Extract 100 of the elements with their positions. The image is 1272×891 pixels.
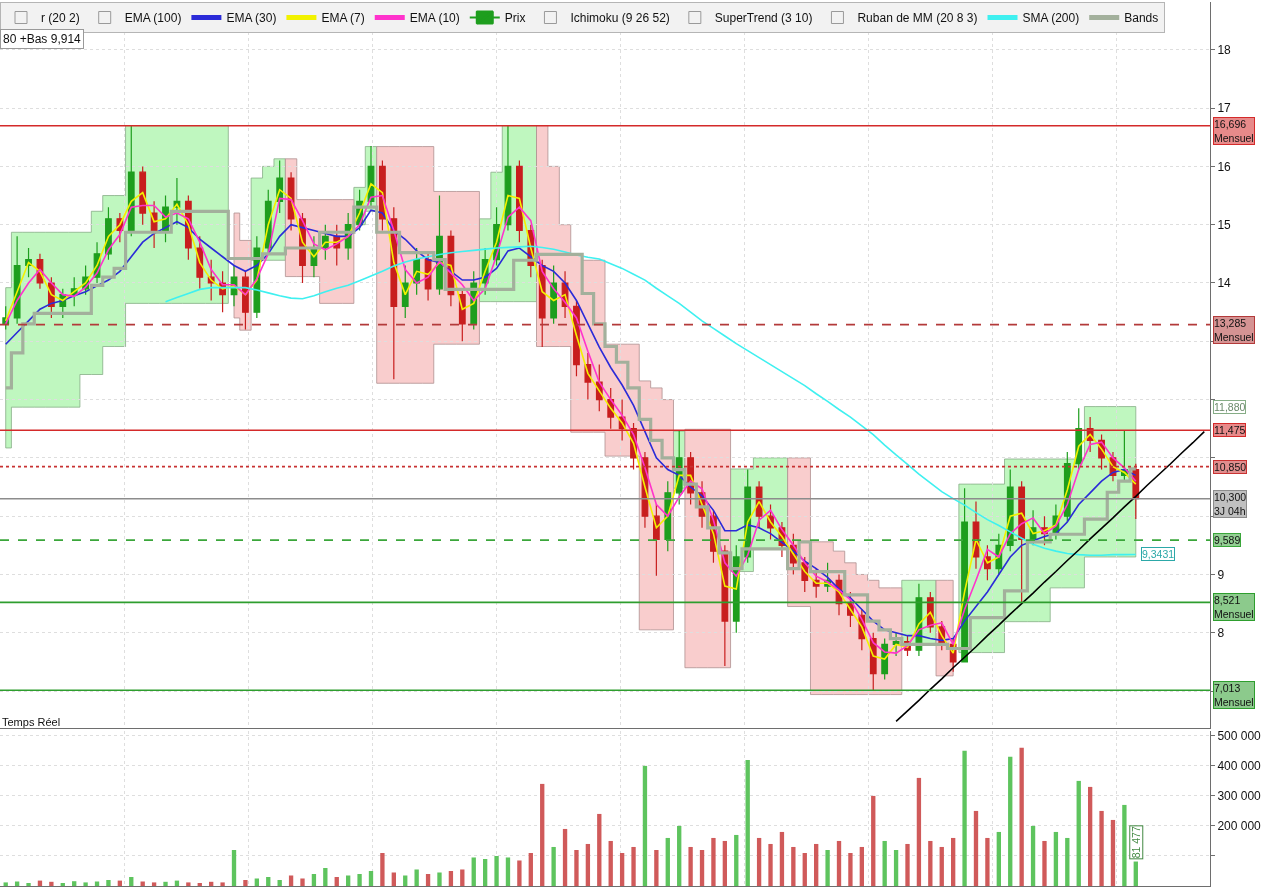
ref-line-label: 9,589	[1214, 534, 1241, 546]
bar	[734, 834, 739, 886]
legend-label: Ichimoku (9 26 52)	[570, 11, 670, 26]
bar	[26, 883, 31, 886]
bar	[266, 876, 271, 886]
data-label: 81 477	[1130, 826, 1143, 859]
bar	[688, 846, 693, 886]
bar	[277, 879, 282, 886]
bar	[72, 881, 77, 886]
bar	[300, 878, 305, 886]
bar	[460, 869, 465, 886]
candlestick	[127, 124, 135, 237]
bar	[699, 849, 705, 886]
bar	[893, 849, 899, 886]
y-tick-label: 14	[1217, 276, 1232, 291]
data-label: 9,3431	[1142, 548, 1175, 560]
bar	[334, 876, 339, 886]
ref-line-label: 10,300 3J 04h	[1214, 491, 1247, 517]
bar	[220, 882, 225, 886]
bar	[151, 882, 157, 886]
bar	[403, 875, 408, 886]
bar	[368, 870, 374, 886]
ref-line-label: 7,013 Mensuel	[1214, 682, 1254, 708]
y-tick-label: 8	[1217, 625, 1225, 640]
bar	[380, 852, 385, 886]
legend-label: Prix	[504, 11, 526, 26]
bar	[323, 867, 328, 886]
bar	[665, 837, 670, 886]
candlestick	[504, 124, 512, 232]
bar	[391, 872, 396, 886]
bar	[494, 855, 499, 886]
y-tick-label: 18	[1217, 43, 1232, 57]
bar	[425, 873, 431, 886]
line-series	[895, 430, 1206, 723]
bar	[654, 849, 659, 886]
bar	[163, 881, 168, 886]
bar	[243, 879, 248, 886]
ref-line-label: 13,285 Mensuel	[1214, 317, 1254, 343]
bar	[791, 846, 796, 886]
candlestick	[892, 632, 900, 657]
line-series	[164, 245, 1137, 557]
y-tick-label: 500 000	[1217, 729, 1262, 744]
bar	[814, 843, 819, 886]
bar	[585, 843, 591, 886]
bar	[1065, 837, 1070, 886]
ref-line-label: 16,696 Mensuel	[1214, 118, 1254, 144]
bar	[642, 765, 648, 886]
annotation: Temps Réel	[2, 716, 61, 728]
bar	[597, 813, 602, 886]
bar	[106, 879, 111, 886]
bar	[962, 750, 967, 886]
bar	[197, 883, 202, 886]
bar	[186, 882, 191, 886]
bar	[448, 870, 454, 886]
y-tick-label: 17	[1217, 101, 1232, 116]
bar	[83, 882, 88, 886]
bar	[231, 849, 237, 886]
bar	[562, 828, 568, 886]
legend-label: EMA (10)	[409, 11, 460, 26]
bar	[517, 860, 522, 886]
bar	[1087, 786, 1093, 886]
legend-label: EMA (7)	[321, 11, 365, 26]
bar	[756, 837, 762, 886]
bar	[631, 846, 636, 886]
bar	[722, 840, 728, 886]
bar	[882, 840, 887, 886]
bar	[905, 843, 910, 886]
bar	[1076, 780, 1081, 886]
y-tick-label: 9	[1217, 567, 1225, 582]
bar	[996, 831, 1001, 886]
bar	[950, 837, 956, 886]
bar	[745, 759, 750, 886]
bar	[619, 852, 625, 886]
bar	[1053, 831, 1059, 886]
bar	[608, 840, 613, 886]
bar	[1099, 810, 1104, 886]
bar	[916, 777, 922, 886]
bar	[871, 795, 876, 886]
bar	[973, 810, 979, 886]
bar	[551, 846, 556, 886]
bar	[1133, 861, 1138, 886]
ref-line-label: 11,475	[1214, 424, 1246, 436]
bar	[825, 849, 830, 886]
bar	[471, 857, 476, 886]
bar	[357, 873, 362, 886]
legend-label: EMA (30)	[226, 11, 277, 26]
bar	[3, 882, 8, 886]
bar	[345, 875, 351, 886]
bar	[288, 875, 294, 886]
bar	[414, 869, 419, 886]
bar	[129, 876, 134, 886]
y-tick-label: 400 000	[1217, 759, 1262, 774]
bar	[505, 857, 511, 886]
bar	[1110, 819, 1116, 886]
bar	[985, 837, 990, 886]
legend-label: EMA (100)	[124, 11, 182, 26]
bar	[677, 825, 682, 886]
bar	[60, 883, 65, 886]
text: 11,880	[1214, 401, 1246, 413]
bar	[939, 846, 944, 886]
